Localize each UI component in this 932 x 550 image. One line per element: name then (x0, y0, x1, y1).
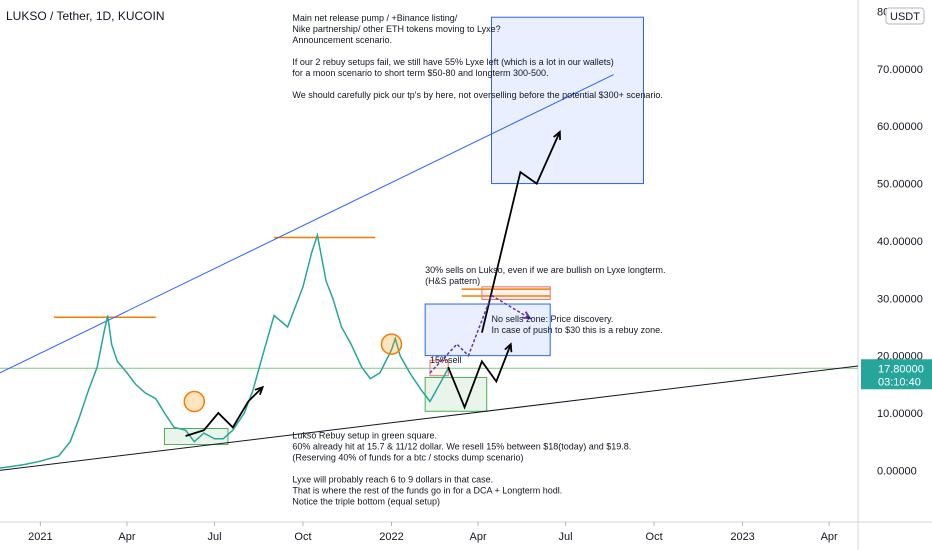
annotation-2-line-0: No sells zone: Price discovery. (492, 314, 614, 324)
y-tick-label-1: 10.00000 (877, 408, 923, 420)
x-tick-label-7: Oct (646, 531, 663, 543)
x-tick-label-1: Apr (118, 531, 135, 543)
annotation-1-line-0: 30% sells on Lukso, even if we are bulli… (425, 265, 665, 275)
last-price-tag-bg (861, 359, 932, 390)
highlight-circle-0 (183, 390, 206, 413)
chart-title: LUKSO / Tether, 1D, KUCOIN (6, 9, 165, 23)
y-tick-label-0: 0.00000 (877, 465, 917, 477)
projection-arrow-head-0 (254, 385, 265, 396)
annotation-4-line-6: Notice the triple bottom (equal setup) (292, 496, 440, 506)
zone-green-2 (163, 427, 229, 446)
annotation-3-line-0: 15%sell (430, 355, 462, 365)
annotation-4-line-1: 60% already hit at 15.7 & 11/12 dollar. … (292, 441, 631, 451)
annotation-0-line-2: Announcement scenario. (292, 35, 392, 45)
purple-arrow-head (521, 311, 532, 320)
annotation-1-line-1: (H&S pattern) (425, 276, 480, 286)
x-tick-label-9: Apr (821, 531, 838, 543)
zone-blue-0 (491, 16, 645, 185)
x-tick-label-5: Apr (469, 531, 486, 543)
currency-badge-box (885, 7, 925, 25)
y-tick-label-7: 70.00000 (877, 64, 923, 76)
trend-line-0 (0, 74, 614, 374)
y-tick-label-3: 30.00000 (877, 293, 923, 305)
annotation-4-line-5: That is where the rest of the funds go i… (292, 485, 562, 495)
countdown-label: 03:10:40 (878, 376, 921, 388)
annotation-4-line-4: Lyxe will probably reach 6 to 9 dollars … (292, 474, 493, 484)
annotation-0-line-4: If our 2 rebuy setups fail, we still hav… (292, 57, 613, 67)
x-tick-label-3: Oct (294, 531, 311, 543)
annotation-2-line-1: In case of push to $30 this is a rebuy z… (492, 325, 663, 335)
purple-projection-path (429, 294, 531, 374)
x-tick-label-2: Jul (207, 531, 221, 543)
annotation-0-line-7: We should carefully pick our tp's by her… (292, 90, 663, 100)
annotation-4-line-0: Lukso Rebuy setup in green square. (292, 430, 437, 440)
last-price-label: 17.80000 (878, 363, 924, 375)
highlight-circle-1 (380, 333, 403, 355)
trend-line-1 (0, 365, 859, 471)
x-tick-label-6: Jul (559, 531, 573, 543)
y-tick-label-5: 50.00000 (877, 179, 923, 191)
annotation-4-line-2: (Reserving 40% of funds for a btc / stoc… (292, 452, 523, 462)
x-tick-label-4: 2022 (379, 531, 403, 543)
projection-path-1 (447, 343, 512, 410)
y-tick-label-6: 60.00000 (877, 121, 923, 133)
y-tick-label-4: 40.00000 (877, 236, 923, 248)
projection-path-0 (185, 386, 264, 437)
annotation-0-line-5: for a moon scenario to short term $50-80… (292, 68, 548, 78)
price-line (0, 232, 449, 469)
projection-path-2 (481, 131, 561, 333)
annotation-0-line-1: Nike partnership/ other ETH tokens movin… (292, 24, 500, 34)
y-tick-label-8: 80 (877, 6, 889, 18)
zone-green-3 (424, 376, 488, 412)
projection-arrow-head-1 (504, 342, 513, 353)
x-tick-label-8: 2023 (730, 531, 754, 543)
zone-blue-1 (424, 303, 551, 357)
annotation-0-line-0: Main net release pump / +Binance listing… (292, 13, 457, 23)
projection-arrow-head-2 (553, 130, 561, 140)
x-tick-label-0: 2021 (28, 531, 52, 543)
currency-badge[interactable]: USDT (890, 11, 920, 23)
